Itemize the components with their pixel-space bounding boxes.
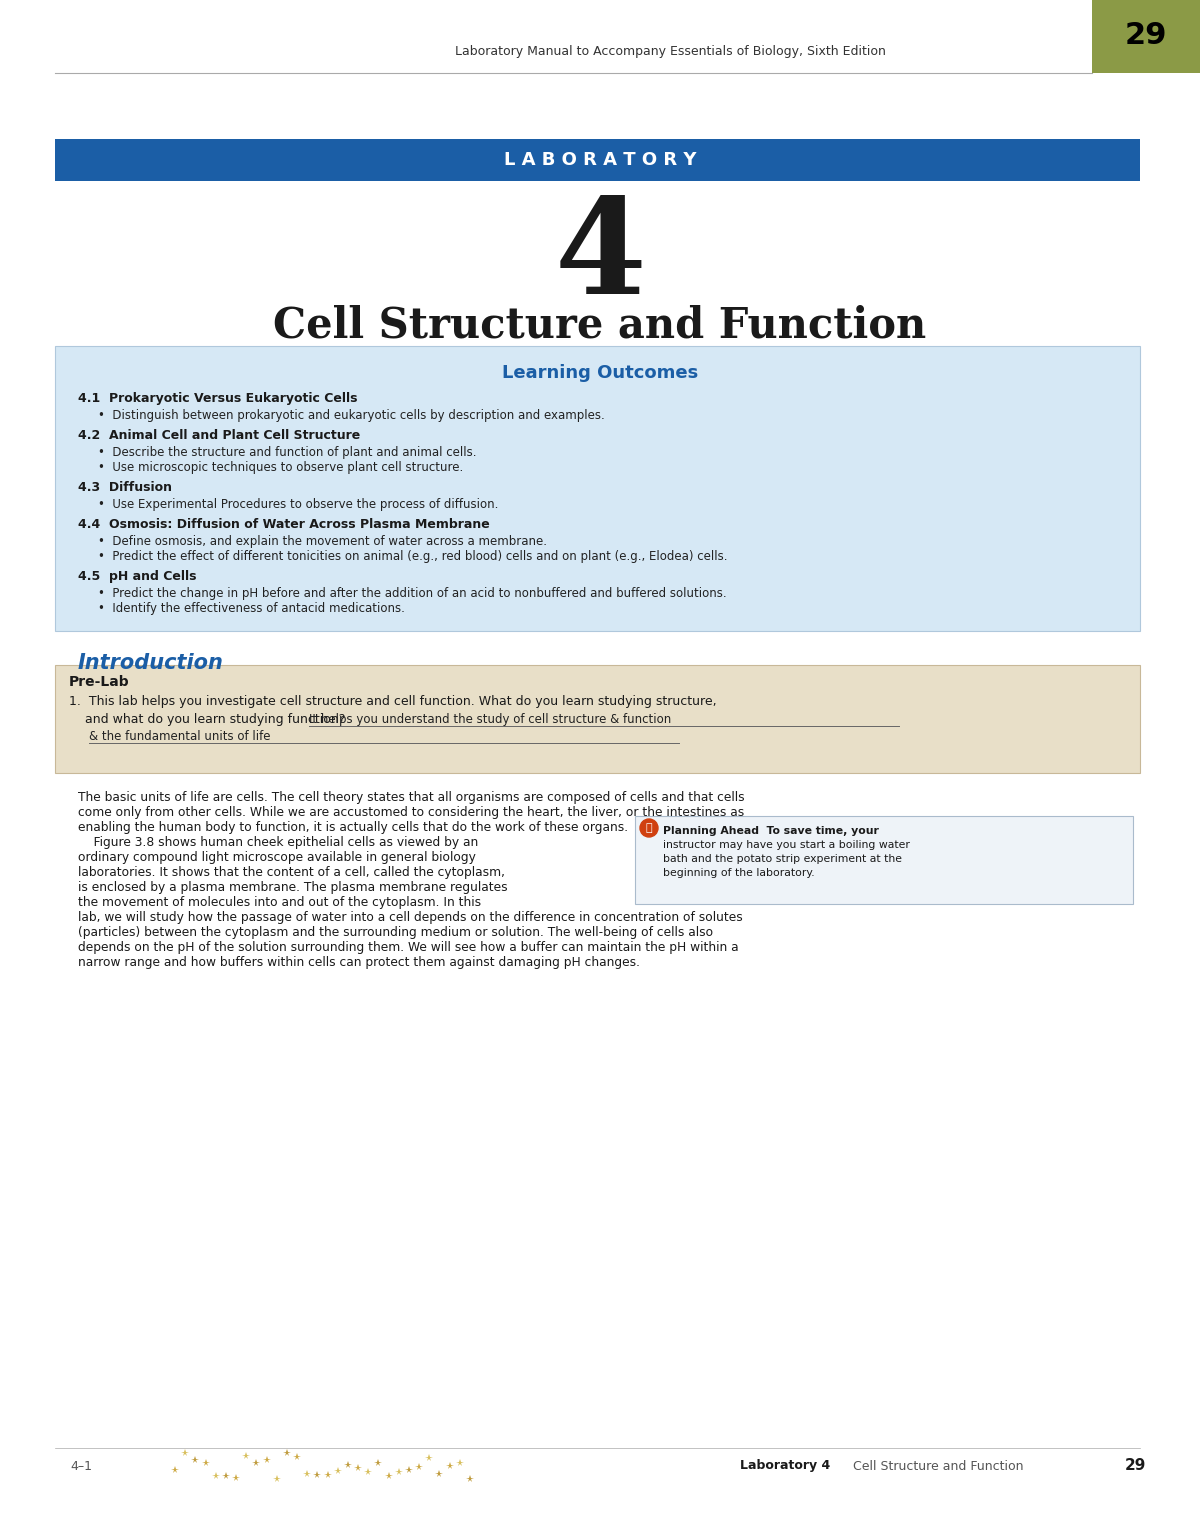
Text: is enclosed by a plasma membrane. The plasma membrane regulates: is enclosed by a plasma membrane. The pl… xyxy=(78,881,508,894)
Text: Cell Structure and Function: Cell Structure and Function xyxy=(845,1460,1024,1472)
Text: •  Identify the effectiveness of antacid medications.: • Identify the effectiveness of antacid … xyxy=(98,602,404,614)
Text: (particles) between the cytoplasm and the surrounding medium or solution. The we: (particles) between the cytoplasm and th… xyxy=(78,926,713,938)
Text: •  Define osmosis, and explain the movement of water across a membrane.: • Define osmosis, and explain the moveme… xyxy=(98,535,547,548)
Text: 4.4  Osmosis: Diffusion of Water Across Plasma Membrane: 4.4 Osmosis: Diffusion of Water Across P… xyxy=(78,519,490,531)
Text: 4.3  Diffusion: 4.3 Diffusion xyxy=(78,481,172,494)
Text: 29: 29 xyxy=(1124,21,1168,50)
Text: Laboratory Manual to Accompany Essentials of Biology, Sixth Edition: Laboratory Manual to Accompany Essential… xyxy=(455,44,886,58)
Text: •  Distinguish between prokaryotic and eukaryotic cells by description and examp: • Distinguish between prokaryotic and eu… xyxy=(98,409,605,421)
Text: 4.2  Animal Cell and Plant Cell Structure: 4.2 Animal Cell and Plant Cell Structure xyxy=(78,429,360,443)
Text: Introduction: Introduction xyxy=(78,653,224,672)
Text: 4–1: 4–1 xyxy=(70,1460,92,1472)
Text: Ⓟ: Ⓟ xyxy=(646,823,653,834)
Text: & the fundamental units of life: & the fundamental units of life xyxy=(89,730,270,742)
Text: laboratories. It shows that the content of a cell, called the cytoplasm,: laboratories. It shows that the content … xyxy=(78,865,505,879)
Text: lab, we will study how the passage of water into a cell depends on the differenc: lab, we will study how the passage of wa… xyxy=(78,911,743,923)
Text: Planning Ahead  To save time, your: Planning Ahead To save time, your xyxy=(662,826,878,837)
Text: The basic units of life are cells. The cell theory states that all organisms are: The basic units of life are cells. The c… xyxy=(78,791,745,805)
Text: and what do you learn studying function?: and what do you learn studying function? xyxy=(70,713,346,726)
Text: Learning Outcomes: Learning Outcomes xyxy=(502,364,698,382)
Text: •  Use Experimental Procedures to observe the process of diffusion.: • Use Experimental Procedures to observe… xyxy=(98,497,498,511)
Text: •  Predict the change in pH before and after the addition of an acid to nonbuffe: • Predict the change in pH before and af… xyxy=(98,587,727,599)
Text: Figure 3.8 shows human cheek epithelial cells as viewed by an: Figure 3.8 shows human cheek epithelial … xyxy=(78,837,479,849)
Text: ordinary compound light microscope available in general biology: ordinary compound light microscope avail… xyxy=(78,852,476,864)
Text: depends on the pH of the solution surrounding them. We will see how a buffer can: depends on the pH of the solution surrou… xyxy=(78,941,739,954)
Text: •  Use microscopic techniques to observe plant cell structure.: • Use microscopic techniques to observe … xyxy=(98,461,463,475)
Text: It helps you understand the study of cell structure & function: It helps you understand the study of cel… xyxy=(310,713,671,726)
FancyBboxPatch shape xyxy=(55,138,1140,181)
Text: •  Predict the effect of different tonicities on animal (e.g., red blood) cells : • Predict the effect of different tonici… xyxy=(98,551,727,563)
FancyBboxPatch shape xyxy=(55,345,1140,631)
Text: come only from other cells. While we are accustomed to considering the heart, th: come only from other cells. While we are… xyxy=(78,806,744,818)
Text: the movement of molecules into and out of the cytoplasm. In this: the movement of molecules into and out o… xyxy=(78,896,481,910)
Text: bath and the potato strip experiment at the: bath and the potato strip experiment at … xyxy=(662,853,902,864)
Text: 1.  This lab helps you investigate cell structure and cell function. What do you: 1. This lab helps you investigate cell s… xyxy=(70,695,716,707)
Text: Laboratory 4: Laboratory 4 xyxy=(740,1460,830,1472)
Text: Cell Structure and Function: Cell Structure and Function xyxy=(274,306,926,347)
Text: beginning of the laboratory.: beginning of the laboratory. xyxy=(662,868,815,878)
Text: •  Describe the structure and function of plant and animal cells.: • Describe the structure and function of… xyxy=(98,446,476,459)
Text: 4: 4 xyxy=(554,193,646,322)
FancyBboxPatch shape xyxy=(635,815,1133,903)
Text: instructor may have you start a boiling water: instructor may have you start a boiling … xyxy=(662,840,910,850)
Text: enabling the human body to function, it is actually cells that do the work of th: enabling the human body to function, it … xyxy=(78,821,628,834)
Text: 4.1  Prokaryotic Versus Eukaryotic Cells: 4.1 Prokaryotic Versus Eukaryotic Cells xyxy=(78,392,358,405)
FancyBboxPatch shape xyxy=(1092,0,1200,73)
Text: 4.5  pH and Cells: 4.5 pH and Cells xyxy=(78,570,197,583)
Text: 29: 29 xyxy=(1124,1459,1146,1474)
FancyBboxPatch shape xyxy=(55,665,1140,773)
Text: L A B O R A T O R Y: L A B O R A T O R Y xyxy=(504,151,696,169)
Text: Pre-Lab: Pre-Lab xyxy=(70,675,130,689)
Circle shape xyxy=(640,818,658,837)
Text: narrow range and how buffers within cells can protect them against damaging pH c: narrow range and how buffers within cell… xyxy=(78,957,640,969)
